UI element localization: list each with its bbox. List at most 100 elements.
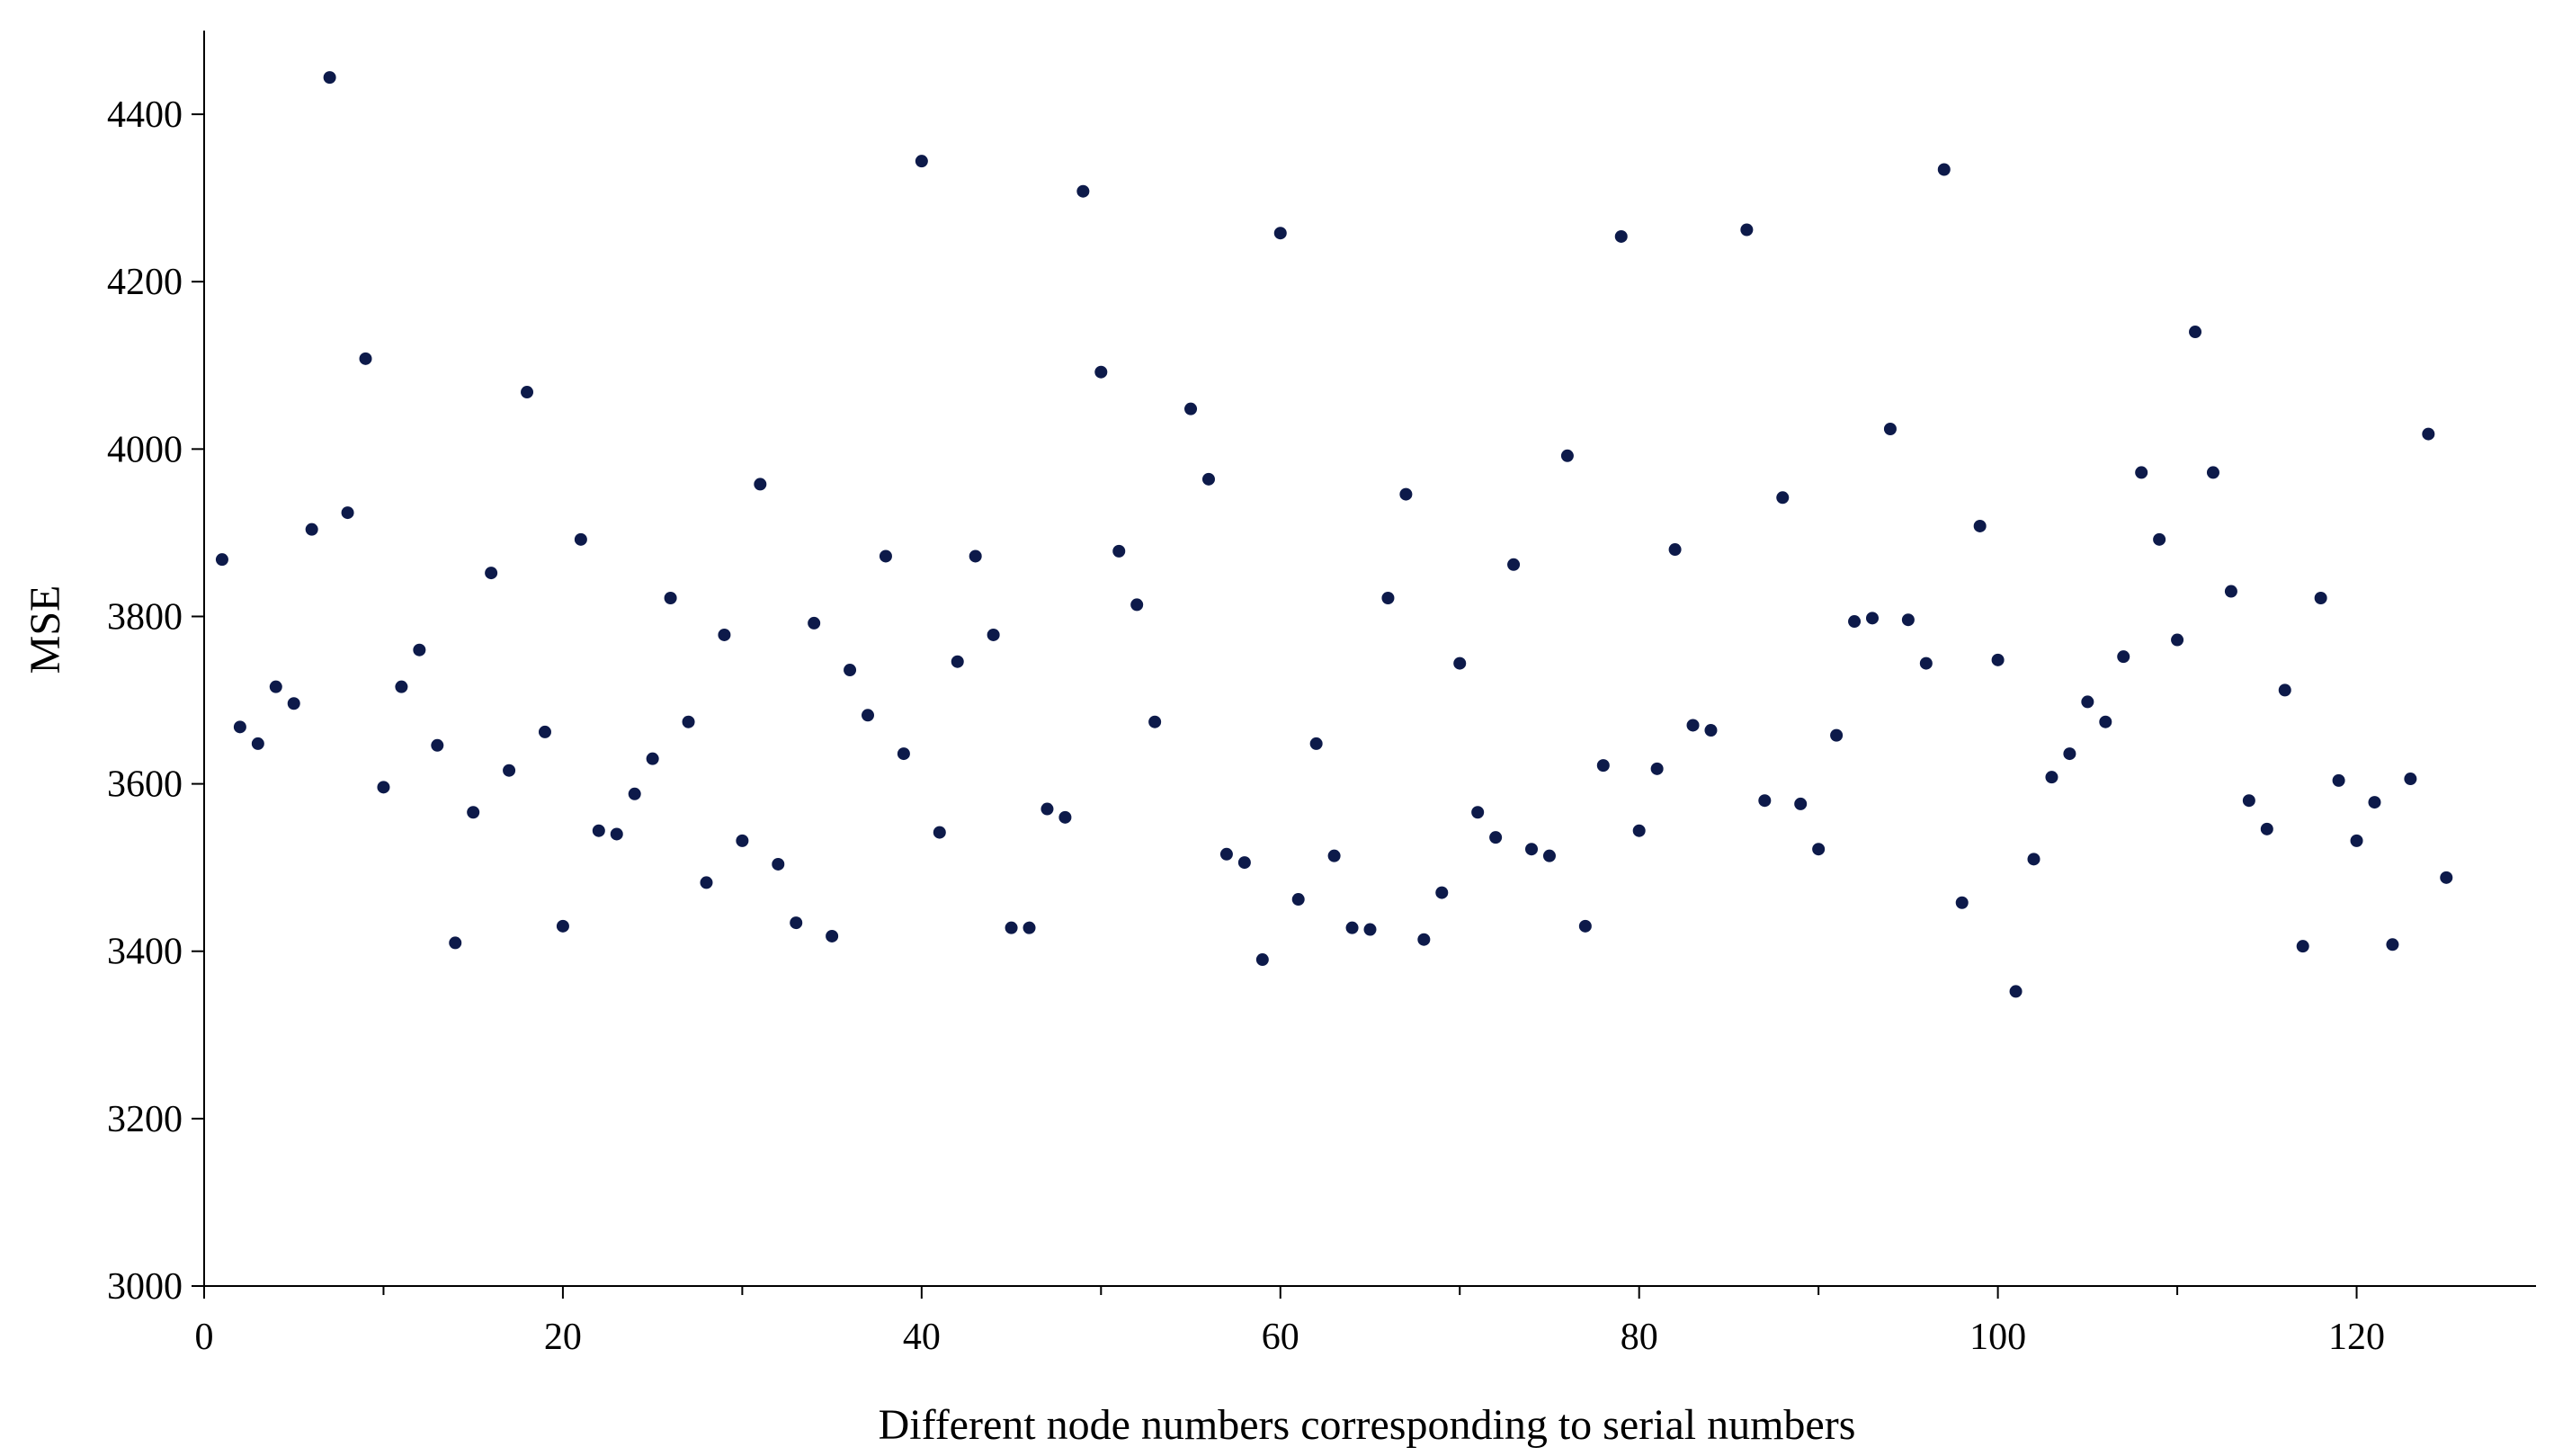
data-point (1309, 737, 1323, 750)
data-point (969, 549, 982, 563)
data-point (449, 936, 462, 950)
data-point (1919, 657, 1933, 670)
data-point (1812, 843, 1826, 856)
data-point (1758, 794, 1772, 808)
data-point (1237, 856, 1251, 870)
axes (203, 31, 2536, 1287)
data-point (467, 806, 480, 819)
data-point (2224, 585, 2237, 598)
data-point (1273, 227, 1287, 240)
data-point (1650, 762, 1664, 775)
data-point (1471, 806, 1485, 819)
data-point (1148, 715, 1162, 728)
data-point (556, 919, 569, 933)
data-point (1453, 657, 1467, 670)
data-point (1525, 843, 1539, 856)
data-point (844, 664, 857, 677)
y-tick-label: 4400 (107, 94, 183, 136)
data-point (2386, 938, 2399, 951)
y-tick-label: 3200 (107, 1099, 183, 1140)
data-point (431, 738, 444, 752)
y-axis-title: MSE (22, 585, 69, 674)
data-point (951, 655, 964, 668)
data-point (1560, 449, 1574, 462)
data-point (1991, 653, 2005, 666)
data-points (215, 71, 2453, 998)
data-point (251, 737, 264, 750)
data-point (1022, 921, 1036, 934)
data-point (1435, 886, 1449, 899)
data-point (485, 567, 498, 580)
data-point (772, 857, 785, 871)
data-point (1130, 598, 1144, 612)
data-point (826, 929, 839, 942)
y-tick-label: 3600 (107, 764, 183, 806)
data-point (1704, 724, 1718, 737)
data-point (1005, 921, 1018, 934)
x-tick-label: 80 (1621, 1317, 1658, 1358)
data-point (808, 616, 821, 630)
data-point (2350, 834, 2363, 847)
data-point (1632, 824, 1646, 837)
data-point (1201, 472, 1215, 486)
data-point (2117, 650, 2130, 664)
data-point (1184, 402, 1198, 415)
data-point (538, 725, 551, 738)
x-tick-label: 0 (195, 1317, 214, 1358)
data-point (1614, 229, 1628, 243)
data-point (2027, 853, 2041, 866)
data-point (2045, 771, 2058, 784)
x-tick-label: 120 (2328, 1317, 2385, 1358)
data-point (2206, 466, 2219, 479)
data-point (1363, 923, 1377, 936)
data-point (1255, 953, 1269, 967)
data-point (359, 352, 372, 365)
x-tick-label: 20 (544, 1317, 582, 1358)
data-point (718, 628, 731, 641)
x-tick-label: 40 (903, 1317, 941, 1358)
data-point (1094, 365, 1108, 379)
data-point (682, 715, 695, 728)
data-point (790, 916, 803, 930)
data-point (2135, 466, 2148, 479)
data-point (2081, 695, 2094, 709)
data-point (1327, 849, 1341, 862)
data-point (323, 71, 336, 85)
data-point (2404, 773, 2417, 786)
data-point (2242, 794, 2255, 808)
y-tick-label: 4000 (107, 429, 183, 470)
data-point (915, 155, 928, 168)
data-point (700, 876, 713, 889)
data-point (592, 824, 605, 837)
data-point (2296, 940, 2309, 953)
data-point (1345, 921, 1359, 934)
data-point (1058, 810, 1072, 824)
data-point (1776, 491, 1790, 505)
data-point (1865, 612, 1879, 625)
data-point (215, 553, 228, 567)
data-point (2440, 871, 2453, 884)
data-point (2171, 633, 2184, 647)
data-point (1955, 896, 1969, 909)
y-tick-label: 3400 (107, 932, 183, 973)
x-tick-label: 60 (1262, 1317, 1299, 1358)
data-point (1507, 558, 1521, 571)
x-axis-title: Different node numbers corresponding to … (879, 1401, 1856, 1449)
x-tick-label: 100 (1969, 1317, 2026, 1358)
data-point (2153, 532, 2166, 546)
x-axis-ticks: 0 20 40 60 80 100 120 (195, 1286, 2385, 1358)
data-point (287, 697, 300, 710)
data-point (736, 834, 749, 847)
data-point (628, 787, 641, 800)
data-point (1668, 543, 1682, 557)
y-tick-label: 3000 (107, 1266, 183, 1308)
data-point (395, 680, 408, 693)
y-tick-label: 4200 (107, 262, 183, 303)
data-point (2260, 822, 2273, 835)
data-point (2332, 773, 2345, 787)
data-point (521, 386, 534, 399)
data-point (1076, 184, 1090, 198)
data-point (233, 720, 246, 734)
data-point (1740, 223, 1754, 237)
